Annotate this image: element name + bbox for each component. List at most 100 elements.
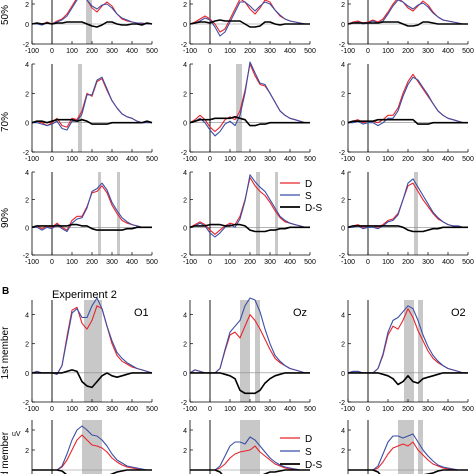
y-tick-label-r1-o1-1: 2: [25, 91, 29, 98]
x-tick-label-r1-o1-5: 400: [126, 156, 138, 163]
x-tick-label-r2-o1-1: 0: [50, 259, 54, 266]
y-tick-label-r4-oz-0: 4: [183, 428, 187, 435]
x-tick-label-r0-o1-4: 300: [106, 48, 118, 55]
x-tick-label-r1-o2-3: 200: [402, 156, 414, 163]
x-tick-label-r1-o1-3: 200: [86, 156, 98, 163]
x-tick-label-r1-oz-5: 400: [284, 156, 296, 163]
series-d-r1-o2: [347, 73, 468, 124]
y-tick-label-r2-o2-0: 4: [341, 170, 345, 177]
y-tick-label-r3-o1-1: 2: [25, 342, 29, 349]
y-tick-label-r3-oz-3: -2: [181, 400, 187, 407]
series-ds-r3-oz: [190, 372, 310, 395]
x-tick-label-r3-o2-3: 200: [402, 406, 414, 413]
x-tick-label-r0-o1-5: 400: [126, 48, 138, 55]
series-s-r0-o2: [347, 0, 468, 25]
x-tick-label-r1-oz-2: 100: [224, 156, 236, 163]
series-ds-r4-oz: [190, 469, 310, 474]
series-s-r1-o1: [32, 76, 152, 131]
row-label-70: 70%: [0, 112, 11, 132]
x-tick-label-r0-o1-1: 0: [50, 48, 54, 55]
shaded-window-r4-oz-0: [240, 420, 260, 474]
y-tick-label-r0-o1-1: 0: [25, 22, 29, 29]
series-ds-r1-o2: [347, 118, 468, 125]
y-tick-label-r2-o2-1: 2: [341, 198, 345, 205]
x-tick-label-r2-o2-1: 0: [366, 259, 370, 266]
y-tick-label-r4-o1-0: 4: [25, 428, 29, 435]
y-tick-label-r0-oz-0: 2: [183, 2, 187, 9]
x-tick-label-r3-oz-3: 200: [244, 406, 256, 413]
x-tick-label-r1-o2-0: -100: [341, 156, 355, 163]
y-tick-label-r1-o2-1: 2: [341, 91, 345, 98]
x-tick-label-r3-o2-2: 100: [382, 406, 394, 413]
y-tick-label-r3-o1-0: 4: [25, 313, 29, 320]
series-s-r2-o2: [348, 178, 468, 230]
series-ds-r0-o2: [347, 21, 468, 27]
x-tick-label-r3-oz-4: 300: [264, 406, 276, 413]
x-tick-label-r3-o2-4: 300: [422, 406, 434, 413]
series-s-r2-oz: [189, 174, 310, 238]
shaded-window-r2-oz-0: [256, 172, 260, 255]
x-tick-label-r1-o1-2: 100: [66, 156, 78, 163]
x-tick-label-r1-o2-5: 400: [442, 156, 454, 163]
x-tick-label-r2-oz-3: 200: [244, 259, 256, 266]
y-tick-label-r0-o2-2: -2: [339, 42, 345, 49]
x-tick-label-r2-o1-2: 100: [66, 259, 78, 266]
series-s-r0-oz: [189, 1, 310, 37]
x-tick-label-r0-oz-3: 200: [244, 48, 256, 55]
x-tick-label-r1-oz-3: 200: [244, 156, 256, 163]
x-tick-label-r0-o2-1: 0: [366, 48, 370, 55]
y-tick-label-r2-o1-0: 4: [25, 170, 29, 177]
x-tick-label-r2-o1-5: 400: [126, 259, 138, 266]
y-tick-label-r0-oz-1: 0: [183, 22, 187, 29]
series-ds-r2-o2: [347, 225, 468, 233]
row-label-50: 50%: [0, 5, 11, 25]
y-tick-label-r2-o2-2: 0: [341, 225, 345, 232]
y-tick-label-r0-oz-2: -2: [181, 42, 187, 49]
x-tick-label-r0-o1-6: 500: [146, 48, 158, 55]
x-tick-label-r3-o1-3: 200: [86, 406, 98, 413]
x-tick-label-r3-o2-6: 500: [462, 406, 474, 413]
x-tick-label-r1-oz-0: -100: [183, 156, 197, 163]
y-tick-label-r1-oz-1: 2: [183, 91, 187, 98]
x-tick-label-r1-oz-4: 300: [264, 156, 276, 163]
series-ds-r2-o1: [31, 223, 152, 231]
shaded-window-r0-o1-0: [86, 0, 92, 44]
x-tick-label-r3-oz-5: 400: [284, 406, 296, 413]
x-tick-label-r1-oz-1: 0: [208, 156, 212, 163]
x-tick-label-r2-oz-4: 300: [264, 259, 276, 266]
shaded-window-r2-o2-0: [414, 172, 418, 255]
experiment-label: Experiment 2: [52, 289, 117, 301]
series-s-r1-oz: [189, 61, 310, 137]
legend-label-s: S: [305, 191, 312, 202]
y-tick-label-r4-oz-1: 2: [183, 448, 187, 455]
shaded-window-r3-oz-1: [255, 300, 260, 402]
shaded-window-r1-o1-0: [78, 64, 82, 152]
x-tick-label-r1-oz-6: 500: [304, 156, 316, 163]
series-ds-r4-o1: [32, 469, 152, 474]
x-tick-label-r3-o1-4: 300: [106, 406, 118, 413]
x-tick-label-r3-oz-2: 100: [224, 406, 236, 413]
y-tick-label-r3-oz-2: 0: [183, 371, 187, 378]
y-tick-label-r2-o2-3: -2: [339, 253, 345, 260]
x-tick-label-r1-o2-6: 500: [462, 156, 474, 163]
x-tick-label-r2-o1-6: 500: [146, 259, 158, 266]
y-tick-label-r3-o1-2: 0: [25, 371, 29, 378]
row-label-1st-member: 1st member: [0, 326, 11, 379]
y-tick-label-r4-o2-0: 4: [341, 428, 345, 435]
y-tick-label-r2-o1-3: -2: [23, 253, 29, 260]
y-tick-label-r0-o2-0: 2: [341, 2, 345, 9]
series-ds-r3-o2: [348, 372, 468, 386]
y-tick-label-r2-oz-2: 0: [183, 225, 187, 232]
x-tick-label-r1-o1-1: 0: [50, 156, 54, 163]
y-tick-label-r3-oz-1: 2: [183, 342, 187, 349]
series-ds-r2-oz: [189, 223, 310, 233]
y-tick-label-r0-o1-2: -2: [23, 42, 29, 49]
y-tick-label-r1-o2-3: -2: [339, 150, 345, 157]
y-tick-label-r3-o2-3: -2: [339, 400, 345, 407]
channel-label-o1: O1: [134, 307, 149, 319]
legend2-label-ds: D-S: [305, 460, 323, 471]
y-tick-label-r1-o1-0: 4: [25, 62, 29, 69]
y-tick-label-r1-oz-0: 4: [183, 62, 187, 69]
y-tick-label-r1-oz-2: 0: [183, 121, 187, 128]
